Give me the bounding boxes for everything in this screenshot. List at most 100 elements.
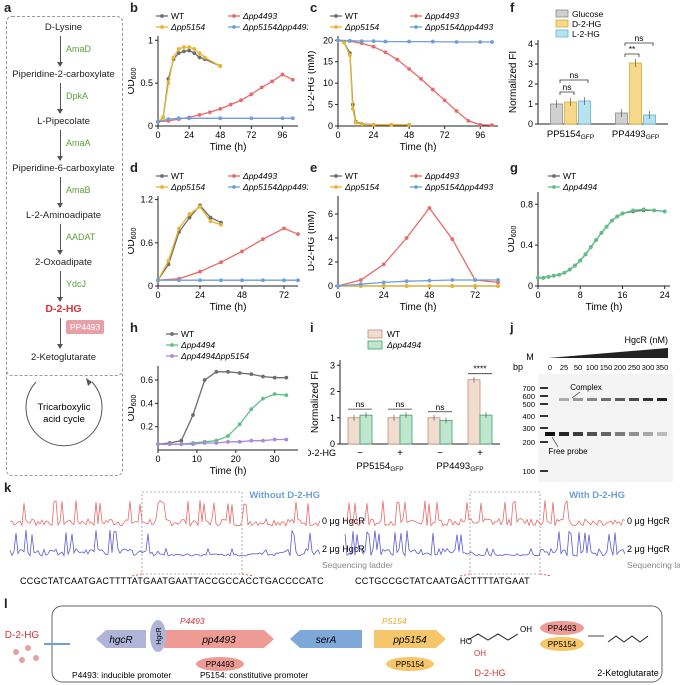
data-point	[336, 38, 340, 43]
sequence-guide-left	[459, 573, 471, 577]
significance-label: ****	[473, 364, 487, 374]
legend-marker	[414, 185, 418, 189]
enzyme-chip-label: PP4493	[548, 624, 577, 633]
concentration-label: 200	[614, 363, 627, 372]
data-point	[450, 284, 455, 288]
series-line-Δpp4494	[538, 208, 665, 279]
series-line-Δpp5154	[337, 39, 410, 126]
complex-band	[587, 398, 597, 401]
data-point	[187, 45, 192, 50]
data-point	[353, 120, 358, 125]
pp4493-protein	[196, 657, 244, 671]
ladder-label: Sequencing ladder	[322, 560, 393, 570]
data-point	[187, 212, 192, 216]
x-tick-label: 24	[660, 290, 670, 300]
legend-label: Δpp5154Δpp4493	[242, 182, 308, 192]
y-axis-label: D-2-HG (mM)	[308, 211, 317, 272]
legend-marker	[552, 174, 556, 178]
data-point	[272, 437, 277, 442]
y-axis-label: OD600	[128, 395, 138, 422]
gene-label: pp4493	[201, 635, 236, 646]
legend-marker	[160, 174, 164, 178]
significance-label: ns	[356, 399, 365, 409]
gene-arrow-pp4493	[164, 630, 274, 648]
series-line-Δpp5154Δpp4493	[337, 279, 498, 287]
legend-marker	[170, 343, 174, 347]
data-point	[192, 51, 197, 56]
data-point	[179, 438, 184, 443]
y-tick-label: 4	[328, 233, 333, 243]
data-point	[381, 284, 386, 288]
cycle-label-line2: acid cycle	[43, 414, 85, 425]
ladder-band	[540, 441, 548, 443]
complex-label: Complex	[570, 383, 602, 392]
significance-bracket	[559, 91, 575, 95]
data-point	[218, 116, 223, 121]
metabolite-d-lysine: D-Lysine	[44, 22, 83, 33]
trace-2ug	[344, 530, 626, 557]
data-point	[237, 439, 242, 444]
y-axis-label: Normalized FI	[310, 371, 321, 433]
y-tick-label: 2	[328, 257, 333, 267]
data-point	[270, 79, 274, 84]
d2hg-structure	[467, 633, 519, 641]
bar-WT	[347, 417, 361, 445]
x-tick-label: 96	[475, 130, 485, 140]
data-point	[187, 48, 192, 53]
data-point	[166, 117, 171, 122]
legend-label: WT	[345, 11, 358, 21]
d2hg-outside-label: D-2-HG	[5, 630, 40, 641]
ladder-band	[540, 387, 548, 389]
y-tick-label: 0	[148, 281, 153, 291]
legend-label: Δpp5154	[344, 182, 379, 192]
x-tick-label: 48	[237, 290, 247, 300]
y-tick-label: 0.4	[520, 240, 533, 250]
metabolite-2-ketoglutarate: 2-Ketoglutarate	[31, 352, 96, 363]
ladder-label: 600	[522, 392, 535, 401]
data-point	[226, 434, 230, 438]
x-tick-label: 72	[470, 290, 480, 300]
data-point	[588, 245, 593, 250]
x-tick-label: 20	[231, 454, 241, 464]
condition-tick: −	[437, 448, 443, 459]
bar-WT	[467, 379, 481, 445]
metabolite-2-oxoadipate: 2-Oxoadipate	[34, 257, 93, 268]
enzyme-aadat: AADAT	[66, 232, 96, 242]
x-axis-label: Time (h)	[586, 302, 623, 313]
significance-label: ns	[570, 70, 579, 80]
data-point	[167, 442, 172, 447]
data-point	[187, 116, 192, 121]
x-tick-label: 0	[155, 454, 160, 464]
data-point	[347, 38, 352, 43]
data-point	[478, 122, 483, 127]
data-point	[496, 278, 500, 282]
data-point	[350, 106, 355, 111]
cycle-arrowhead	[86, 378, 92, 386]
group-label: PP5154GFP	[547, 129, 594, 141]
data-point	[198, 278, 202, 283]
data-point	[496, 284, 500, 288]
data-point	[202, 441, 207, 445]
data-point	[161, 115, 166, 120]
gene-arrow-serA	[290, 630, 362, 648]
complex-band	[657, 398, 667, 401]
legend-marker	[170, 354, 174, 358]
data-point	[166, 81, 171, 86]
legend-label: Δpp4494Δpp5154	[180, 351, 249, 361]
legend-label: WT	[181, 329, 194, 339]
panel-label-d: d	[130, 160, 138, 175]
data-point	[395, 57, 400, 62]
panel-label-f: f	[510, 0, 515, 15]
pathway-arrow	[57, 318, 63, 349]
legend-label: D-2-HG	[572, 19, 601, 29]
data-point	[381, 262, 386, 267]
free-pointer	[551, 436, 559, 448]
ladder-band	[540, 470, 548, 472]
ladder-label: 200	[522, 438, 535, 447]
concentration-label: 0	[548, 363, 552, 372]
x-axis-label: Time (h)	[210, 142, 247, 153]
data-point	[536, 275, 540, 280]
x-tick-label: 24	[369, 130, 379, 140]
